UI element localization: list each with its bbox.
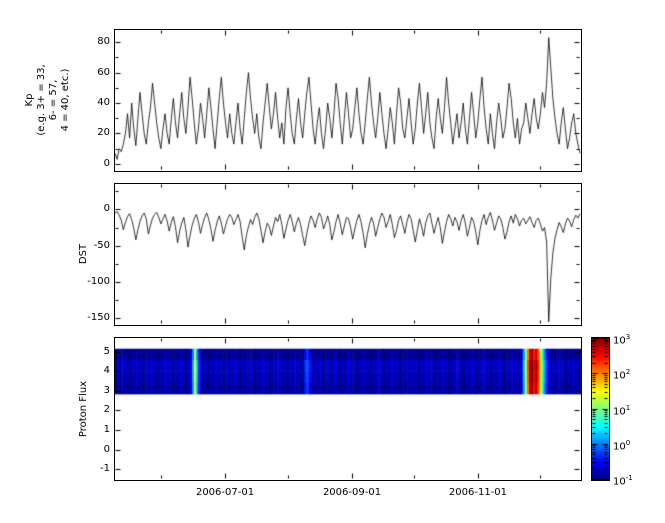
y-tick-label: 40 <box>97 97 110 109</box>
y-tick-label: 1 <box>103 424 110 436</box>
y-tick-label: 80 <box>97 36 110 48</box>
dst-plot <box>114 183 582 326</box>
y-tick-label: -150 <box>87 312 110 324</box>
kp-axis-label-line2: (e.g. 3+ = 33, <box>36 64 47 136</box>
y-tick-label: 3 <box>103 384 110 396</box>
y-tick-label: 4 <box>103 365 110 377</box>
colorbar <box>591 337 610 481</box>
y-tick-label: -1 <box>100 463 110 475</box>
colorbar-tick-label: 100 <box>613 438 631 453</box>
kp-axis-label-line1: Kp <box>24 93 35 107</box>
y-tick-label: 0 <box>103 443 110 455</box>
y-tick-label: 2 <box>103 404 110 416</box>
x-tick-label: 2006-09-01 <box>322 487 382 498</box>
colorbar-tick-label: 103 <box>613 333 631 347</box>
colorbar-tick-label: 10-1 <box>613 474 633 488</box>
x-tick-label: 2006-07-01 <box>195 487 255 498</box>
y-tick-label: -50 <box>93 239 110 251</box>
colorbar-tick-label: 101 <box>613 403 631 417</box>
y-tick-label: 20 <box>97 127 110 139</box>
y-tick-label: 60 <box>97 66 110 78</box>
y-tick-label: -100 <box>87 275 110 287</box>
colorbar-tick-label: 102 <box>613 368 631 382</box>
y-tick-label: 0 <box>103 157 110 169</box>
proton-flux-spectrogram <box>114 337 582 481</box>
y-tick-label: 5 <box>103 345 110 357</box>
y-tick-label: 0 <box>103 203 110 215</box>
x-tick-label: 2006-11-01 <box>448 487 508 498</box>
kp-plot <box>114 29 582 172</box>
